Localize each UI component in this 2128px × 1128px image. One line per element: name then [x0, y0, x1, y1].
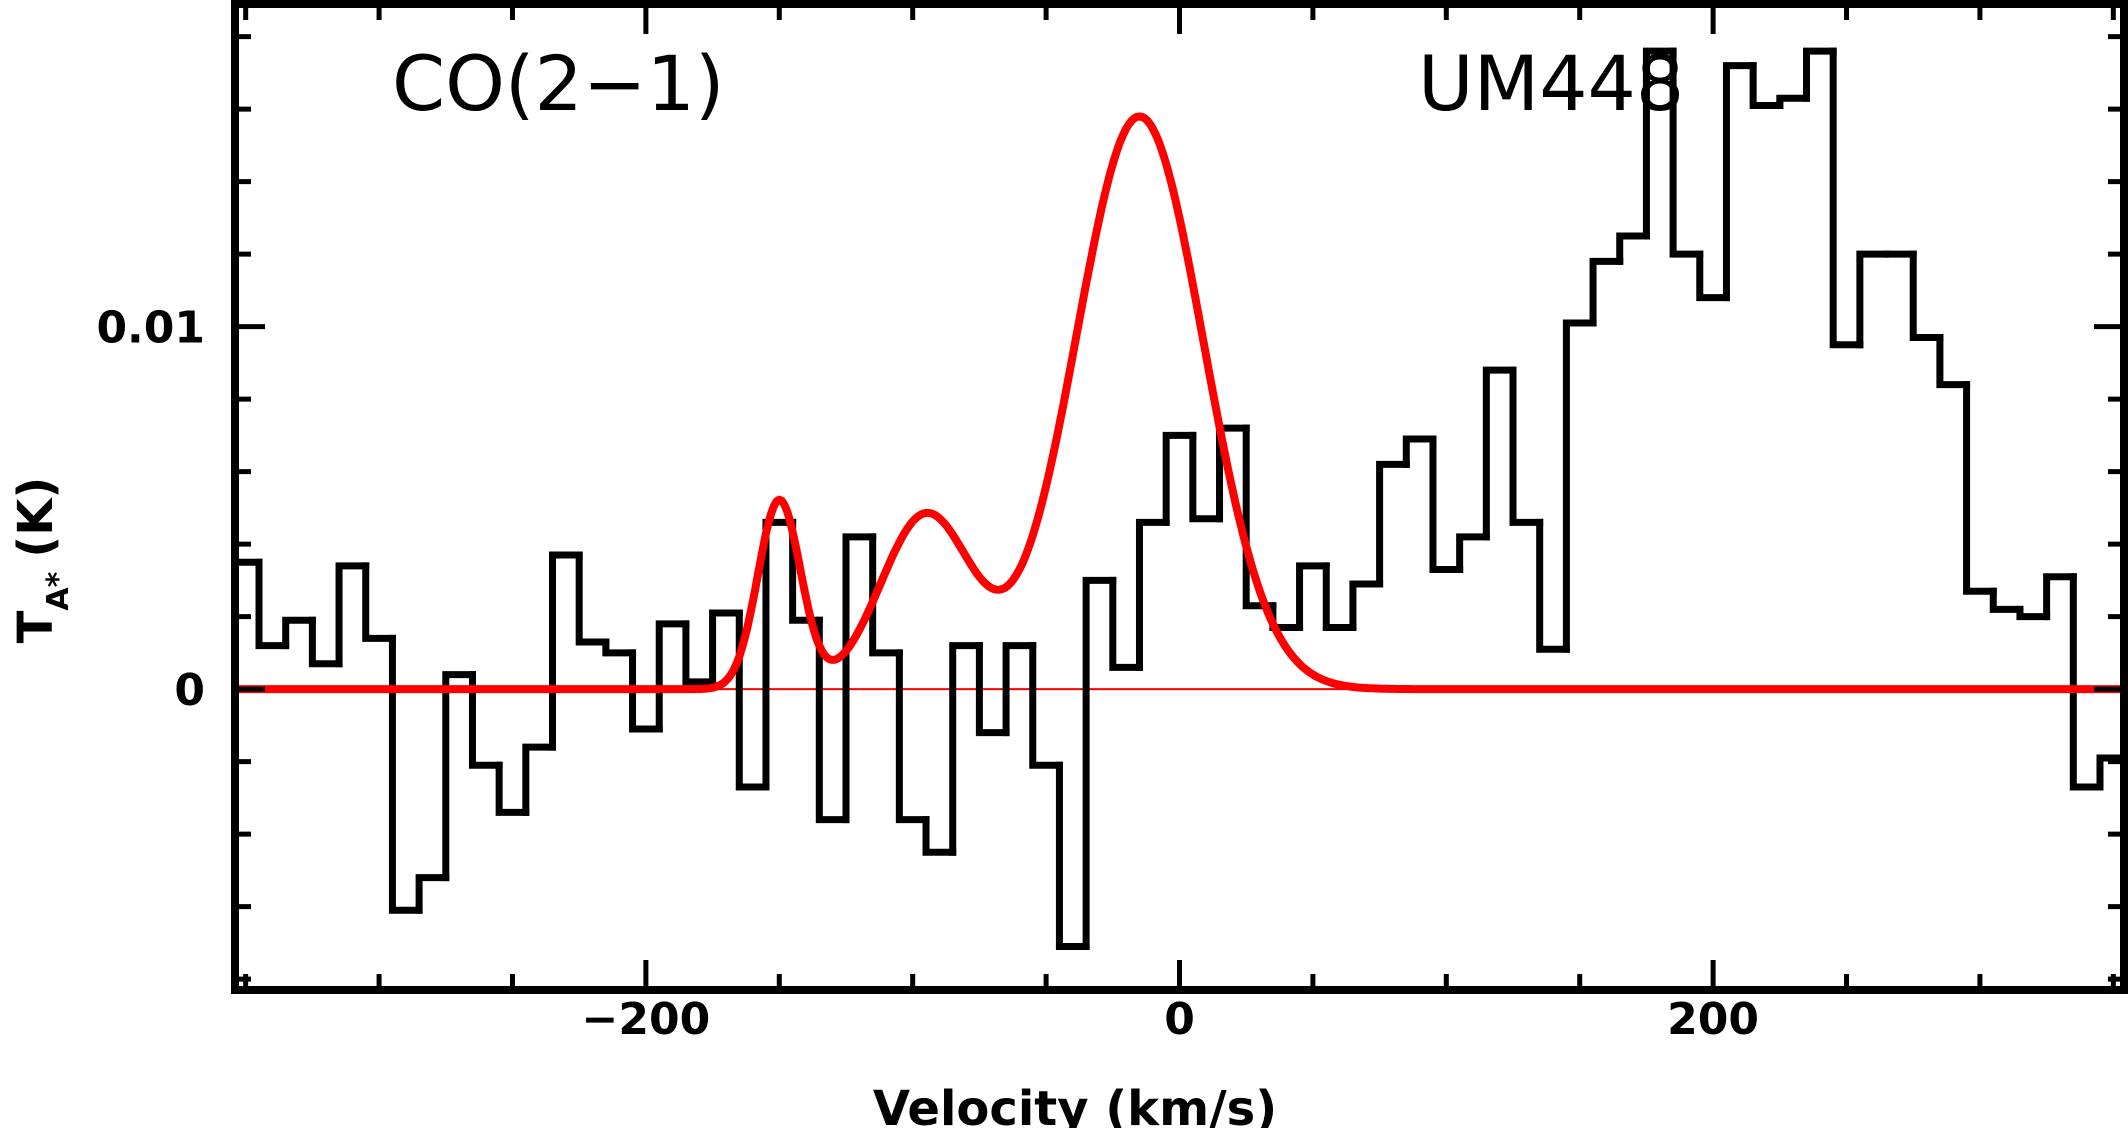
spectrum-channel — [1536, 518, 1570, 653]
spectrum-channel — [442, 671, 476, 882]
spectrum-channel — [415, 874, 450, 914]
y-axis-label: TA* (K) — [8, 477, 76, 644]
spectrum-channel — [1482, 366, 1517, 541]
spectrum-channel — [1189, 431, 1224, 523]
spectrum-channel — [869, 533, 903, 657]
gaussian-fit-line — [233, 112, 2126, 694]
spectrum-channel — [1029, 642, 1063, 769]
spectrum-channel — [335, 562, 370, 668]
x-tick-label: 200 — [1667, 994, 1759, 1045]
spectrum-channel — [575, 551, 610, 646]
spectrum-channel — [1616, 232, 1650, 265]
spectrum-channel — [1509, 366, 1544, 526]
spectrum-channel — [1936, 334, 1971, 389]
spectrum-channel — [468, 671, 503, 769]
spectrum-channel — [255, 558, 290, 650]
spectrum-channel — [1909, 250, 1944, 341]
spectrum-channel — [1749, 62, 1784, 109]
line-annotation: CO(2−1) — [392, 39, 725, 128]
spectrum-channel — [1669, 47, 1704, 258]
spectrum-channel — [922, 816, 957, 856]
spectrum-channel — [1963, 381, 1997, 595]
spectrum-channel — [655, 620, 690, 733]
spectrum-channel — [1989, 587, 2024, 613]
spectrum-channel — [522, 743, 557, 816]
spectrum-channel — [682, 620, 717, 686]
spectrum-channel — [2096, 754, 2128, 791]
source-annotation: UM448 — [1418, 39, 1684, 128]
spectrum-channel — [1109, 576, 1143, 671]
spectrum-channel — [1429, 435, 1464, 573]
y-tick-label: 0 — [174, 665, 205, 716]
spectrum-channel — [2016, 605, 2051, 621]
spectrum-channel — [975, 642, 1010, 737]
spectrum-channel — [1322, 562, 1357, 631]
spectrum-channel — [762, 518, 797, 791]
spectrum-channel — [1002, 642, 1037, 737]
spectrum-channel — [1589, 257, 1624, 327]
spectrum-channel — [388, 634, 423, 914]
spectrum-channel — [815, 616, 850, 824]
spectrum-channel — [362, 562, 396, 642]
spectrum-channel — [709, 609, 743, 686]
y-tick-label: 0.01 — [96, 303, 205, 354]
spectrum-channel — [1642, 47, 1677, 240]
spectrum-channel — [1803, 47, 1837, 102]
spectrum-channel — [1162, 431, 1197, 526]
spectrum-channel — [1829, 47, 1864, 349]
y-axis-label-sub: A* — [41, 571, 76, 610]
x-tick-label: 0 — [1164, 994, 1195, 1045]
spectrum-channel — [1856, 250, 1891, 349]
spectrum-channel — [1402, 435, 1437, 468]
spectrum-channel — [1562, 319, 1597, 653]
spectrum-channel — [1776, 94, 1810, 109]
x-axis-label: Velocity (km/s) — [873, 1081, 1277, 1128]
spectrum-channel — [549, 551, 583, 751]
spectrum-channel — [308, 616, 343, 668]
spectrum-channel — [1349, 580, 1384, 631]
spectrum-channel — [495, 761, 530, 816]
spectrum-channel — [1696, 250, 1730, 302]
spectrum-channel — [2043, 573, 2077, 621]
spectrum-channel — [1722, 62, 1757, 302]
spectrum-channel — [949, 642, 983, 856]
y-axis-label-unit: (K) — [8, 477, 64, 558]
spectrum-channel — [842, 533, 877, 824]
x-tick-label: −200 — [582, 994, 711, 1045]
spectrum-channel — [602, 638, 637, 657]
spectrum-channel — [629, 649, 663, 733]
spectrum-channel — [1376, 460, 1410, 588]
spectrum-channel — [282, 616, 316, 650]
spectrum-channel — [2069, 573, 2104, 791]
plot-frame — [231, 0, 2128, 994]
spectrum-channel — [735, 609, 770, 791]
spectrum-channel — [1456, 533, 1490, 573]
spectrum-channel — [1296, 562, 1330, 631]
spectrum-channel — [1055, 761, 1090, 950]
y-axis-label-main: T — [8, 610, 64, 643]
spectrum-channel — [1135, 518, 1170, 671]
spectrum-channel — [895, 649, 930, 824]
spectrum-channel — [1082, 576, 1117, 950]
